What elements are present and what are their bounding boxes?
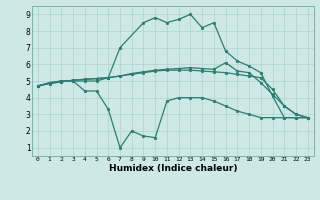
X-axis label: Humidex (Indice chaleur): Humidex (Indice chaleur) [108, 164, 237, 173]
